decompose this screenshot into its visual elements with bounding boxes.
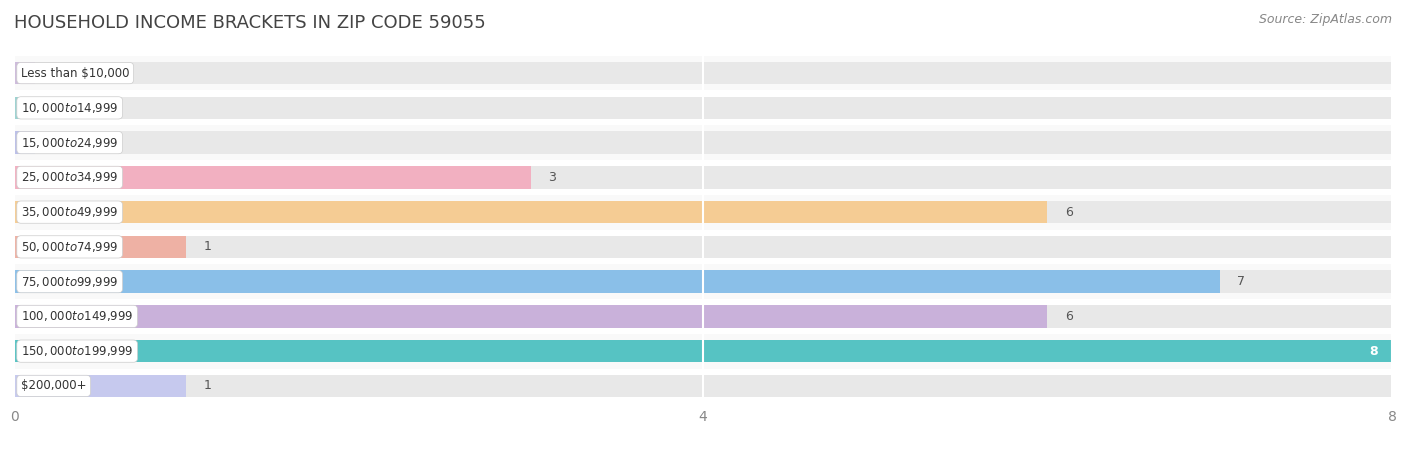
Bar	[14, 201, 1047, 223]
Text: Less than $10,000: Less than $10,000	[21, 67, 129, 80]
Text: $150,000 to $199,999: $150,000 to $199,999	[21, 344, 134, 358]
Text: $10,000 to $14,999: $10,000 to $14,999	[21, 101, 118, 115]
Bar	[14, 236, 186, 258]
Text: 1: 1	[204, 240, 211, 253]
Bar	[14, 56, 1392, 90]
Bar	[14, 264, 1392, 299]
Bar	[14, 374, 186, 397]
Bar	[14, 166, 531, 189]
Bar	[14, 369, 1392, 403]
Text: $35,000 to $49,999: $35,000 to $49,999	[21, 205, 118, 219]
Bar	[14, 97, 35, 119]
Bar	[14, 201, 1392, 223]
Text: 6: 6	[1064, 310, 1073, 323]
Text: 0: 0	[39, 136, 48, 149]
Bar	[14, 90, 1392, 125]
Bar	[14, 305, 1047, 328]
Text: 1: 1	[204, 379, 211, 392]
Text: $75,000 to $99,999: $75,000 to $99,999	[21, 274, 118, 288]
Bar	[14, 236, 1392, 258]
Text: HOUSEHOLD INCOME BRACKETS IN ZIP CODE 59055: HOUSEHOLD INCOME BRACKETS IN ZIP CODE 59…	[14, 14, 486, 32]
Bar	[14, 340, 1392, 362]
Text: 0: 0	[39, 101, 48, 114]
Bar	[14, 166, 1392, 189]
Bar	[14, 374, 1392, 397]
Bar	[14, 305, 1392, 328]
Text: $200,000+: $200,000+	[21, 379, 86, 392]
Bar	[14, 195, 1392, 230]
Bar	[14, 97, 1392, 119]
Text: 3: 3	[548, 171, 555, 184]
Text: $25,000 to $34,999: $25,000 to $34,999	[21, 171, 118, 184]
Bar	[14, 230, 1392, 264]
Text: 8: 8	[1369, 345, 1378, 358]
Bar	[14, 131, 35, 154]
Bar	[14, 125, 1392, 160]
Text: 6: 6	[1064, 206, 1073, 219]
Text: $50,000 to $74,999: $50,000 to $74,999	[21, 240, 118, 254]
Text: 7: 7	[1237, 275, 1244, 288]
Bar	[14, 270, 1219, 293]
Text: 0: 0	[39, 67, 48, 80]
Bar	[14, 270, 1392, 293]
Bar	[14, 131, 1392, 154]
Text: $100,000 to $149,999: $100,000 to $149,999	[21, 310, 134, 324]
Text: $15,000 to $24,999: $15,000 to $24,999	[21, 135, 118, 149]
Bar	[14, 62, 1392, 85]
Text: Source: ZipAtlas.com: Source: ZipAtlas.com	[1258, 14, 1392, 27]
Bar	[14, 62, 35, 85]
Bar	[14, 299, 1392, 334]
Bar	[14, 340, 1392, 362]
Bar	[14, 334, 1392, 369]
Bar	[14, 160, 1392, 195]
